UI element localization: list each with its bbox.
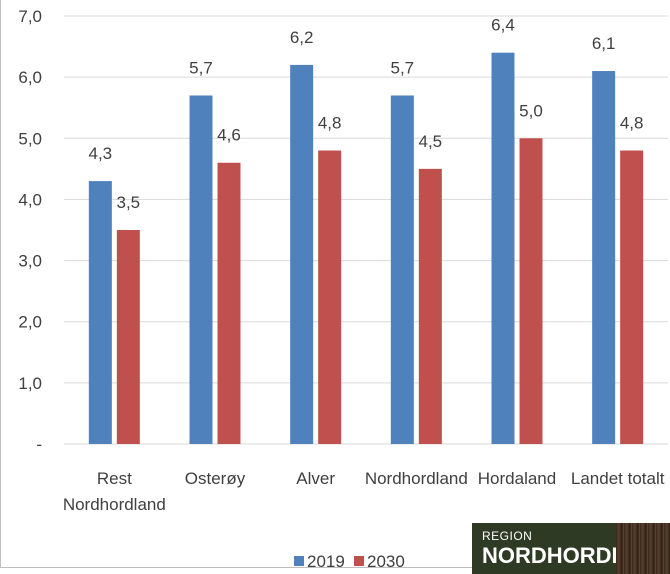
data-label: 6,4	[491, 16, 515, 35]
bar-2019	[290, 64, 314, 445]
bar-2019	[491, 52, 515, 444]
chart-frame-left	[0, 0, 1, 568]
data-label: 4,8	[620, 114, 644, 133]
legend-label: 2019	[307, 552, 345, 571]
chart-frame-bottom	[0, 567, 520, 568]
legend-swatch-2019	[294, 556, 304, 566]
bar-2030	[620, 150, 644, 444]
data-label: 6,2	[290, 28, 314, 47]
data-label: 5,7	[189, 58, 213, 77]
y-tick-label: 2,0	[18, 313, 42, 332]
x-tick-label: Osterøy	[185, 469, 246, 488]
legend-swatch-2030	[354, 556, 364, 566]
logo-photo	[616, 523, 670, 574]
y-tick-label: 4,0	[18, 190, 42, 209]
data-label: 4,5	[419, 132, 443, 151]
data-label: 4,8	[318, 114, 342, 133]
data-label: 4,3	[89, 144, 113, 163]
x-tick-label: Nordhordland	[365, 469, 468, 488]
y-tick-label: 6,0	[18, 68, 42, 87]
data-label: 4,6	[217, 126, 241, 145]
bar-2030	[217, 162, 241, 444]
bar-2019	[189, 95, 213, 444]
y-tick-label: -	[36, 435, 42, 454]
bar-2030	[418, 168, 442, 444]
data-label: 6,1	[592, 34, 616, 53]
y-tick-label: 5,0	[18, 129, 42, 148]
data-label: 3,5	[117, 193, 141, 212]
x-tick-label: Rest	[97, 469, 132, 488]
bar-2030	[116, 230, 140, 444]
y-tick-label: 7,0	[18, 7, 42, 26]
region-nordhordland-logo: REGION NORDHORDL	[472, 523, 670, 574]
data-label: 5,0	[519, 101, 543, 120]
logo-region-text: REGION	[482, 529, 533, 543]
bar-2030	[519, 138, 543, 445]
logo-nordhordland-text: NORDHORDL	[482, 543, 625, 568]
bar-2030	[318, 150, 342, 444]
bar-2019	[592, 71, 616, 445]
bar-2019	[390, 95, 414, 444]
legend-label: 2030	[367, 552, 405, 571]
x-tick-label: Alver	[296, 469, 335, 488]
x-tick-label: Hordaland	[478, 469, 556, 488]
x-tick-label: Landet totalt	[571, 469, 665, 488]
bar-2019	[88, 181, 112, 445]
y-tick-label: 3,0	[18, 252, 42, 271]
y-tick-label: 1,0	[18, 374, 42, 393]
x-tick-label: Nordhordland	[63, 495, 166, 514]
data-label: 5,7	[391, 58, 415, 77]
